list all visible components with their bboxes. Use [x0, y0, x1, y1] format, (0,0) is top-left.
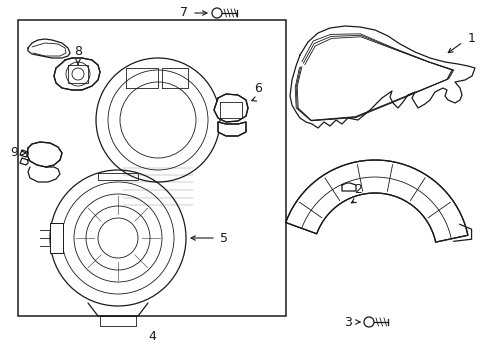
- Text: 7: 7: [180, 6, 188, 19]
- Text: 3: 3: [344, 315, 352, 328]
- Text: 5: 5: [220, 231, 228, 244]
- Text: 4: 4: [148, 330, 156, 343]
- Text: 9: 9: [10, 147, 18, 159]
- Text: 6: 6: [254, 82, 262, 95]
- Polygon shape: [286, 160, 468, 242]
- Text: 1: 1: [468, 31, 476, 45]
- Polygon shape: [27, 142, 62, 167]
- Polygon shape: [50, 223, 63, 253]
- Text: 2: 2: [354, 183, 362, 196]
- Text: 8: 8: [74, 45, 82, 58]
- Polygon shape: [54, 58, 100, 90]
- Polygon shape: [218, 122, 246, 136]
- Polygon shape: [214, 94, 248, 122]
- Bar: [18, 20, 286, 316]
